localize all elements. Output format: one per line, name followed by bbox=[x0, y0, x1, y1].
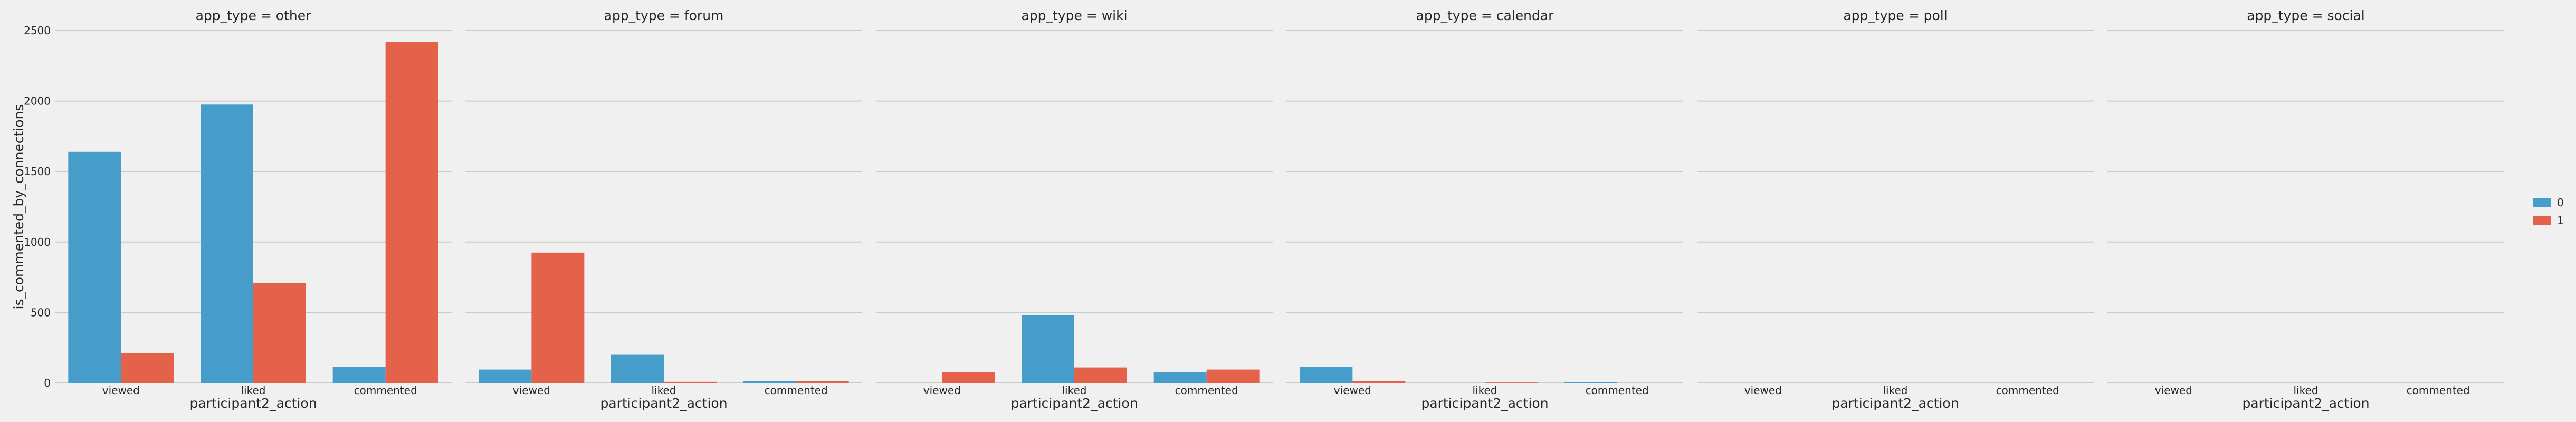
bar bbox=[664, 381, 717, 383]
x-axis-label: participant2_action bbox=[189, 396, 317, 411]
bar bbox=[1485, 382, 1538, 383]
bar bbox=[1206, 369, 1260, 383]
facet-title: app_type = social bbox=[2247, 8, 2365, 23]
facet-title: app_type = wiki bbox=[1021, 8, 1127, 23]
facet-panel: app_type = forum viewed liked commented part… bbox=[465, 8, 862, 411]
x-tick-label: liked bbox=[1883, 384, 1908, 397]
bar bbox=[479, 369, 532, 383]
x-axis-label: participant2_action bbox=[1421, 396, 1548, 411]
bar bbox=[68, 151, 121, 383]
legend-label: 1 bbox=[2557, 214, 2564, 227]
bar bbox=[385, 42, 438, 383]
facet-panel: app_type = calendar viewed liked commented p… bbox=[1286, 8, 1683, 411]
facet-panel: app_type = poll viewed liked commented parti… bbox=[1697, 8, 2094, 411]
bar bbox=[1300, 367, 1353, 383]
x-axis-label: participant2_action bbox=[2242, 396, 2369, 411]
y-tick-label: 0 bbox=[44, 377, 51, 389]
bar bbox=[1153, 372, 1207, 383]
x-tick-label: liked bbox=[652, 384, 676, 397]
x-tick-label: liked bbox=[241, 384, 266, 397]
facet-title: app_type = calendar bbox=[1416, 8, 1554, 23]
y-tick-label: 1000 bbox=[24, 236, 51, 248]
facet-panel: app_type = social viewed liked commented par… bbox=[2107, 8, 2504, 411]
facet-title: app_type = poll bbox=[1843, 8, 1947, 23]
facet-panel: app_type = other viewed liked commented part… bbox=[55, 8, 452, 411]
x-tick-label: liked bbox=[1062, 384, 1087, 397]
bar bbox=[121, 353, 174, 383]
x-tick-label: commented bbox=[354, 384, 417, 397]
x-axis-label: participant2_action bbox=[1010, 396, 1138, 411]
x-tick-label: liked bbox=[2294, 384, 2319, 397]
x-tick-label: viewed bbox=[1744, 384, 1782, 397]
bar bbox=[332, 367, 386, 383]
bar bbox=[942, 372, 995, 383]
x-tick-label: commented bbox=[1996, 384, 2059, 397]
x-tick-label: liked bbox=[1473, 384, 1497, 397]
facet-title: app_type = forum bbox=[604, 8, 724, 23]
y-tick-label: 1500 bbox=[24, 165, 51, 178]
bar bbox=[1074, 367, 1127, 383]
x-tick-label: viewed bbox=[513, 384, 550, 397]
y-tick-label: 500 bbox=[31, 306, 51, 319]
bar bbox=[531, 252, 585, 383]
bar bbox=[743, 380, 796, 383]
x-axis-label: participant2_action bbox=[1831, 396, 1959, 411]
x-tick-label: commented bbox=[1586, 384, 1649, 397]
bar bbox=[1352, 380, 1406, 383]
legend-label: 0 bbox=[2557, 196, 2564, 209]
x-tick-label: commented bbox=[2407, 384, 2470, 397]
x-tick-label: viewed bbox=[923, 384, 961, 397]
bar bbox=[611, 354, 664, 383]
x-tick-label: commented bbox=[1175, 384, 1238, 397]
y-axis-label: is_commented_by_connections bbox=[11, 104, 26, 310]
x-tick-label: viewed bbox=[102, 384, 140, 397]
y-tick-label: 2000 bbox=[24, 95, 51, 108]
bar bbox=[253, 283, 306, 383]
x-axis-label: participant2_action bbox=[600, 396, 727, 411]
facet-title: app_type = other bbox=[196, 8, 312, 23]
legend-swatch bbox=[2533, 198, 2551, 207]
bar bbox=[201, 104, 253, 383]
bar bbox=[796, 381, 849, 383]
x-tick-label: viewed bbox=[2155, 384, 2192, 397]
x-tick-label: viewed bbox=[1334, 384, 1371, 397]
bar bbox=[1564, 382, 1617, 383]
facet-panel: app_type = wiki viewed liked commented parti… bbox=[876, 8, 1273, 411]
y-tick-label: 2500 bbox=[24, 24, 51, 37]
legend: 01 bbox=[2533, 196, 2564, 227]
bar bbox=[1022, 315, 1074, 383]
legend-swatch bbox=[2533, 216, 2551, 225]
x-tick-label: commented bbox=[765, 384, 828, 397]
